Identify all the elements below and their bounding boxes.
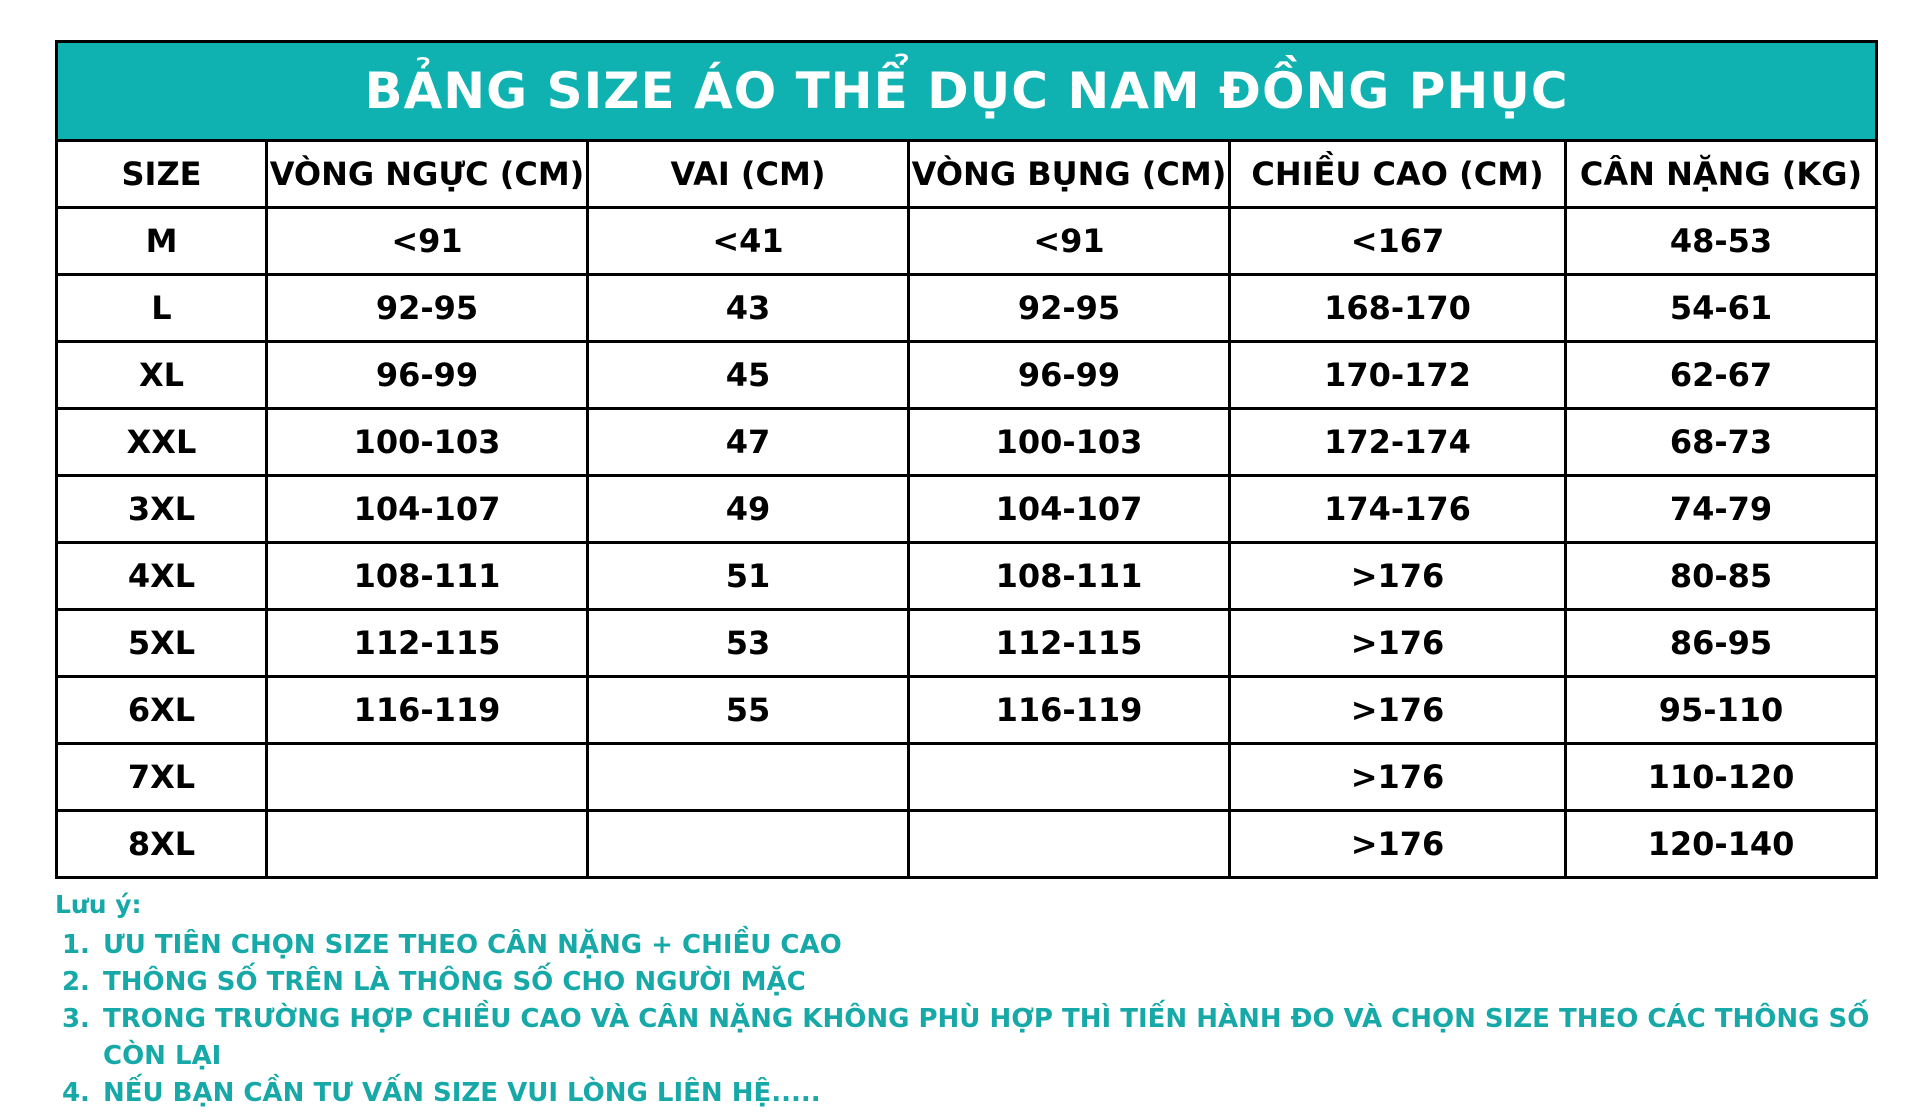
cell-weight: 54-61 xyxy=(1563,273,1879,343)
cell-chest xyxy=(265,742,589,812)
table-row: M <91 <41 <91 <167 48-53 xyxy=(55,206,1879,276)
cell-weight: 74-79 xyxy=(1563,474,1879,544)
table-body: M <91 <41 <91 <167 48-53 L 92-95 43 92-95 168-170 5… xyxy=(55,206,1879,879)
header-row: SIZE VÒNG NGỰC (CM) VAI (CM) VÒNG BỤNG (… xyxy=(55,139,1879,209)
cell-shoulder: 53 xyxy=(586,608,910,678)
table-row: L 92-95 43 92-95 168-170 54-61 xyxy=(55,273,1879,343)
cell-chest: 100-103 xyxy=(265,407,589,477)
cell-chest: 96-99 xyxy=(265,340,589,410)
header-height: CHIỀU CAO (CM) xyxy=(1228,139,1567,209)
cell-chest: 108-111 xyxy=(265,541,589,611)
cell-size: L xyxy=(55,273,268,343)
cell-height: >176 xyxy=(1228,541,1567,611)
cell-shoulder: 49 xyxy=(586,474,910,544)
cell-height: 170-172 xyxy=(1228,340,1567,410)
cell-height: >176 xyxy=(1228,809,1567,879)
note-item: TRONG TRƯỜNG HỢP CHIỀU CAO VÀ CÂN NẶNG K… xyxy=(99,1001,1875,1075)
header-weight: CÂN NẶNG (KG) xyxy=(1563,139,1879,209)
cell-weight: 68-73 xyxy=(1563,407,1879,477)
size-chart: BẢNG SIZE ÁO THỂ DỤC NAM ĐỒNG PHỤC SIZE … xyxy=(54,40,1879,879)
table-row: 7XL >176 110-120 xyxy=(55,742,1879,812)
cell-size: M xyxy=(55,206,268,276)
cell-waist: <91 xyxy=(907,206,1231,276)
cell-weight: 120-140 xyxy=(1563,809,1879,879)
cell-height: <167 xyxy=(1228,206,1567,276)
notes-list: ƯU TIÊN CHỌN SIZE THEO CÂN NẶNG + CHIỀU … xyxy=(55,927,1875,1112)
cell-height: 172-174 xyxy=(1228,407,1567,477)
cell-weight: 110-120 xyxy=(1563,742,1879,812)
cell-waist xyxy=(907,809,1231,879)
title-row: BẢNG SIZE ÁO THỂ DỤC NAM ĐỒNG PHỤC xyxy=(54,40,1879,142)
cell-size: XXL xyxy=(55,407,268,477)
cell-shoulder xyxy=(586,809,910,879)
cell-shoulder: 47 xyxy=(586,407,910,477)
note-item: ƯU TIÊN CHỌN SIZE THEO CÂN NẶNG + CHIỀU … xyxy=(99,927,1875,964)
cell-shoulder xyxy=(586,742,910,812)
note-item: NẾU BẠN CẦN TƯ VẤN SIZE VUI LÒNG LIÊN HỆ… xyxy=(99,1075,1875,1112)
cell-chest: 116-119 xyxy=(265,675,589,745)
cell-waist: 100-103 xyxy=(907,407,1231,477)
cell-size: 4XL xyxy=(55,541,268,611)
cell-shoulder: 55 xyxy=(586,675,910,745)
table-row: 4XL 108-111 51 108-111 >176 80-85 xyxy=(55,541,1879,611)
cell-shoulder: 51 xyxy=(586,541,910,611)
cell-waist xyxy=(907,742,1231,812)
table-row: 6XL 116-119 55 116-119 >176 95-110 xyxy=(55,675,1879,745)
size-table: BẢNG SIZE ÁO THỂ DỤC NAM ĐỒNG PHỤC SIZE … xyxy=(54,40,1879,879)
cell-shoulder: 43 xyxy=(586,273,910,343)
cell-size: 7XL xyxy=(55,742,268,812)
cell-height: >176 xyxy=(1228,608,1567,678)
cell-shoulder: 45 xyxy=(586,340,910,410)
cell-chest: <91 xyxy=(265,206,589,276)
cell-height: 174-176 xyxy=(1228,474,1567,544)
cell-weight: 95-110 xyxy=(1563,675,1879,745)
cell-weight: 86-95 xyxy=(1563,608,1879,678)
header-size: SIZE xyxy=(55,139,268,209)
cell-weight: 80-85 xyxy=(1563,541,1879,611)
cell-size: 6XL xyxy=(55,675,268,745)
header-waist: VÒNG BỤNG (CM) xyxy=(907,139,1231,209)
cell-shoulder: <41 xyxy=(586,206,910,276)
cell-chest: 92-95 xyxy=(265,273,589,343)
note-item: THÔNG SỐ TRÊN LÀ THÔNG SỐ CHO NGƯỜI MẶC xyxy=(99,964,1875,1001)
table-row: 8XL >176 120-140 xyxy=(55,809,1879,879)
notes-label: Lưu ý: xyxy=(55,890,142,919)
cell-waist: 92-95 xyxy=(907,273,1231,343)
table-row: XL 96-99 45 96-99 170-172 62-67 xyxy=(55,340,1879,410)
table-row: 5XL 112-115 53 112-115 >176 86-95 xyxy=(55,608,1879,678)
cell-weight: 62-67 xyxy=(1563,340,1879,410)
cell-waist: 108-111 xyxy=(907,541,1231,611)
cell-size: 5XL xyxy=(55,608,268,678)
notes-section: Lưu ý: ƯU TIÊN CHỌN SIZE THEO CÂN NẶNG +… xyxy=(55,890,1875,1112)
cell-chest: 112-115 xyxy=(265,608,589,678)
table-title: BẢNG SIZE ÁO THỂ DỤC NAM ĐỒNG PHỤC xyxy=(54,40,1879,142)
cell-waist: 104-107 xyxy=(907,474,1231,544)
cell-height: 168-170 xyxy=(1228,273,1567,343)
cell-weight: 48-53 xyxy=(1563,206,1879,276)
cell-waist: 116-119 xyxy=(907,675,1231,745)
cell-size: 3XL xyxy=(55,474,268,544)
cell-waist: 112-115 xyxy=(907,608,1231,678)
cell-height: >176 xyxy=(1228,675,1567,745)
header-chest: VÒNG NGỰC (CM) xyxy=(265,139,589,209)
cell-height: >176 xyxy=(1228,742,1567,812)
header-shoulder: VAI (CM) xyxy=(586,139,910,209)
cell-size: XL xyxy=(55,340,268,410)
cell-chest: 104-107 xyxy=(265,474,589,544)
cell-size: 8XL xyxy=(55,809,268,879)
table-row: 3XL 104-107 49 104-107 174-176 74-79 xyxy=(55,474,1879,544)
cell-chest xyxy=(265,809,589,879)
table-row: XXL 100-103 47 100-103 172-174 68-73 xyxy=(55,407,1879,477)
cell-waist: 96-99 xyxy=(907,340,1231,410)
